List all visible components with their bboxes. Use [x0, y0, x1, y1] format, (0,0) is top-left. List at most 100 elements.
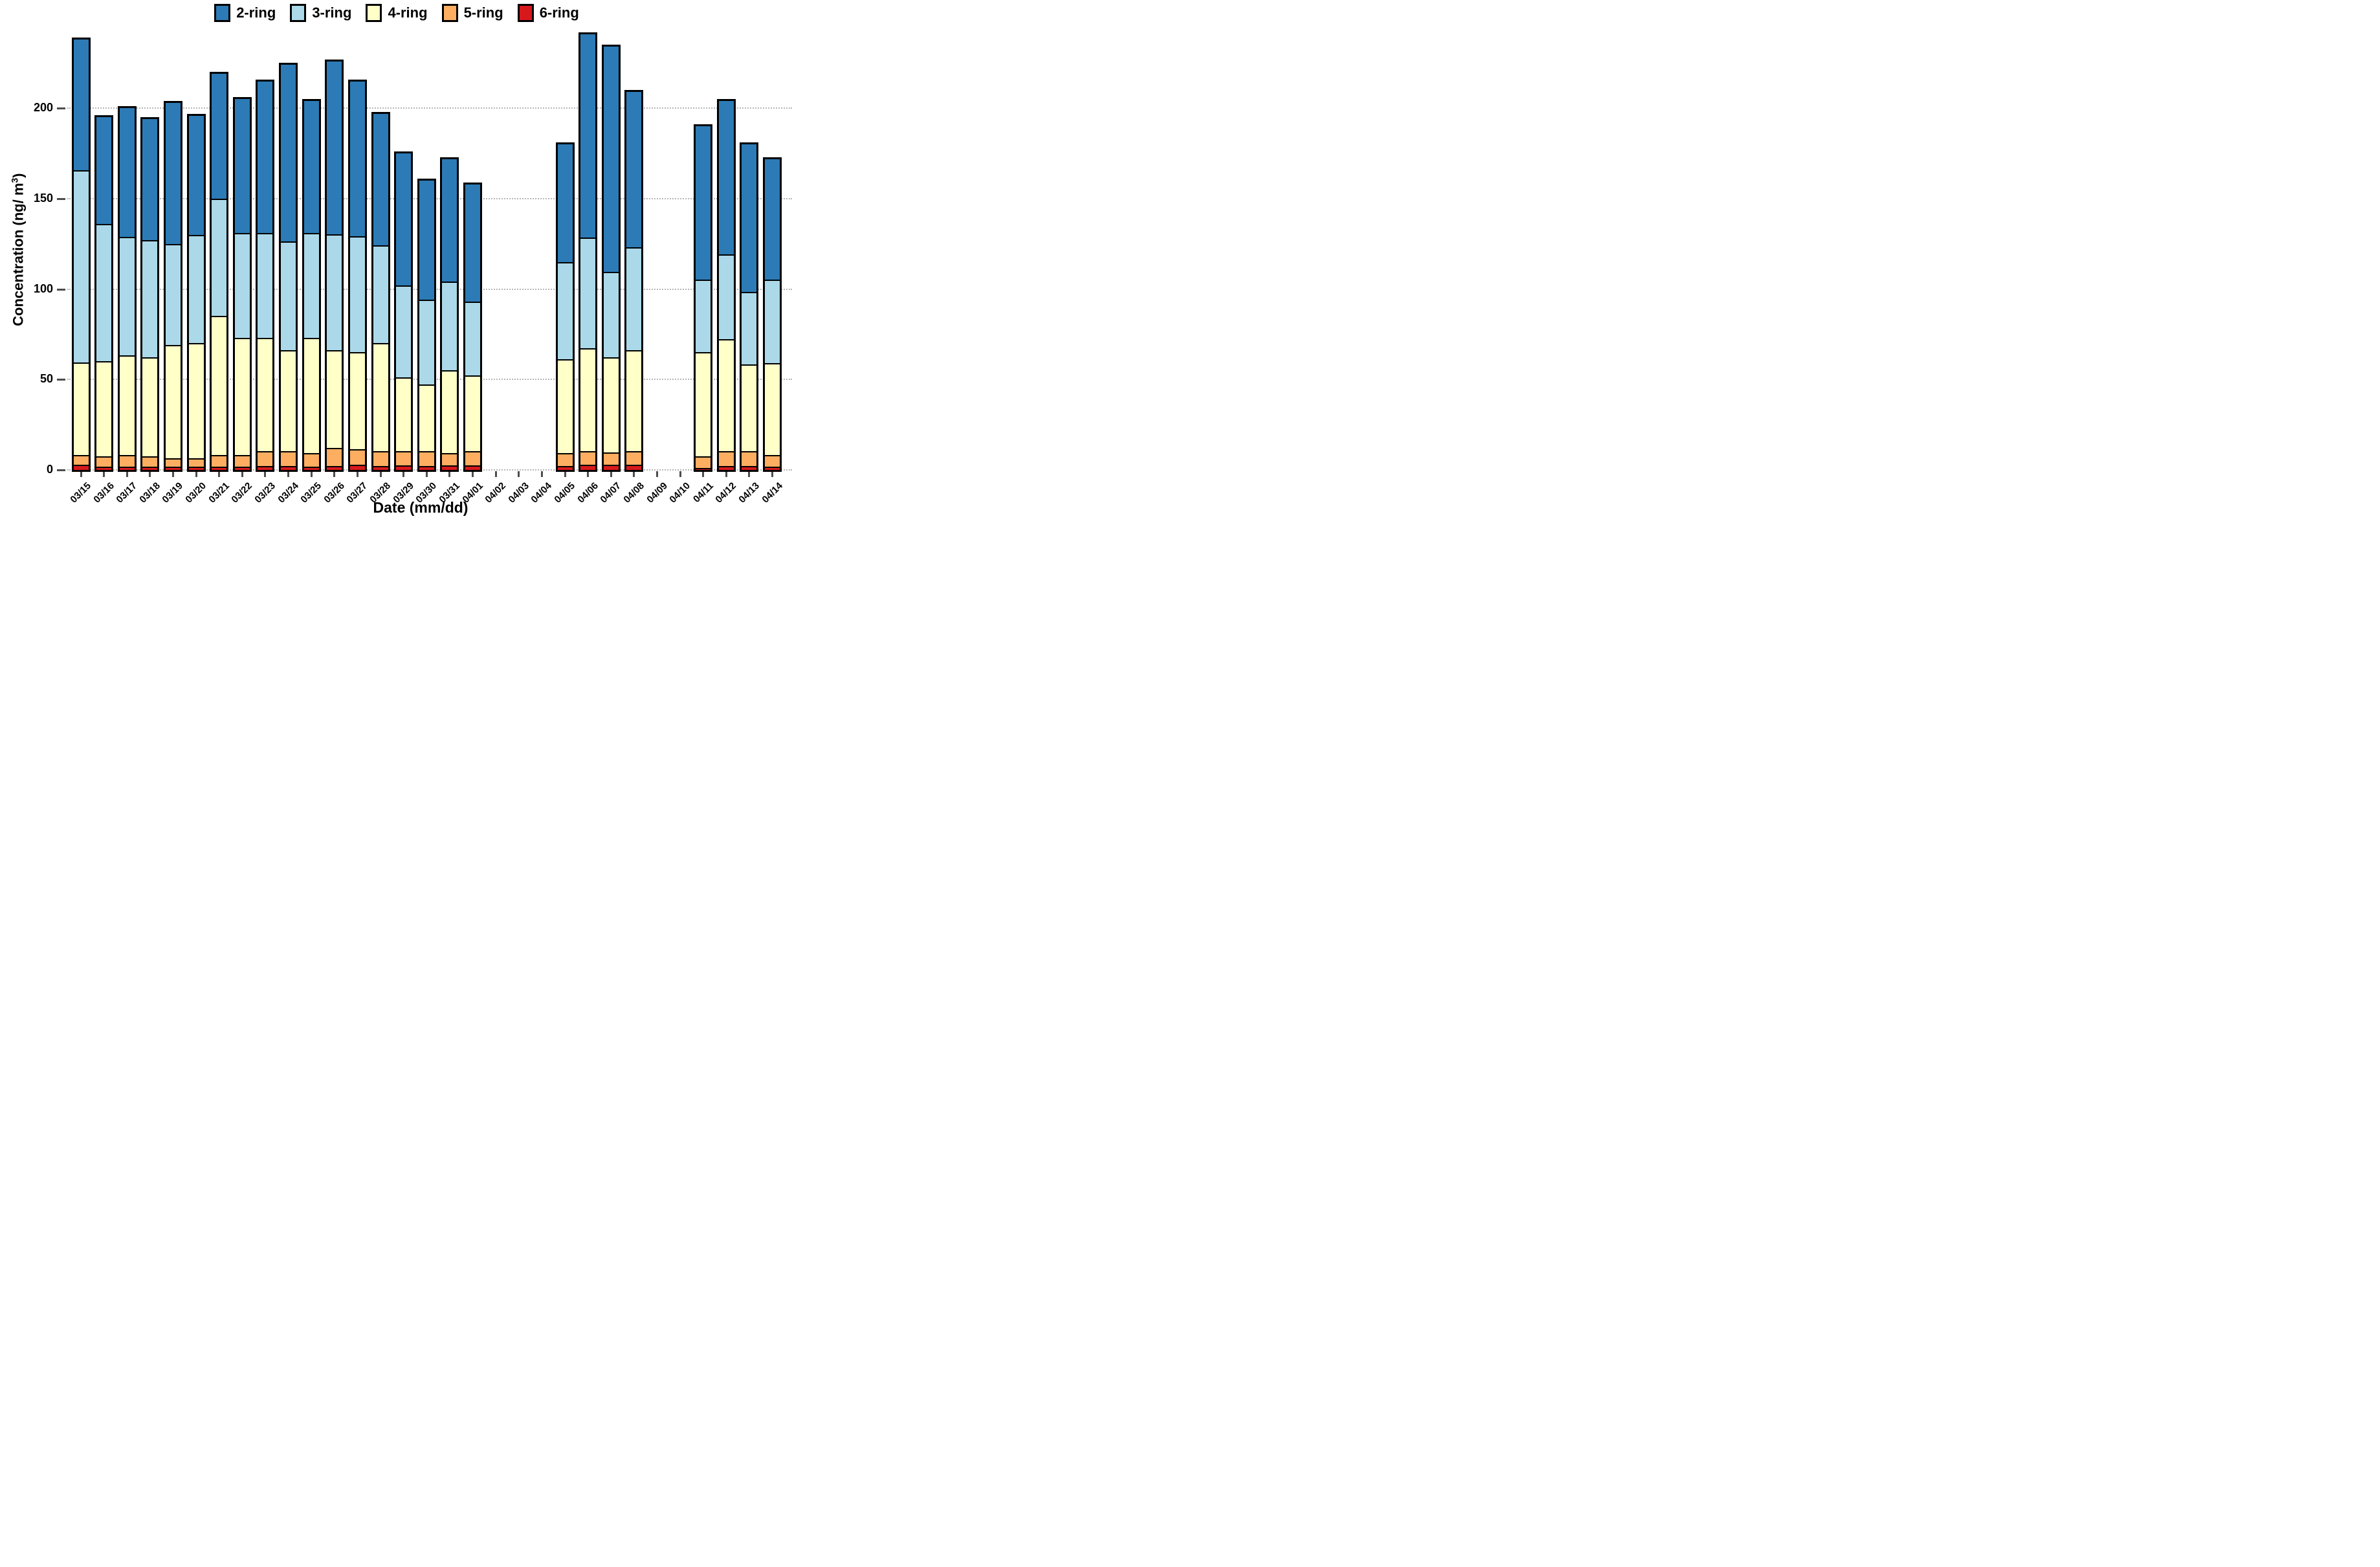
x-axis-tick: [356, 471, 358, 477]
bar-03-21: [210, 72, 229, 472]
legend-label: 6-ring: [539, 5, 579, 21]
segment-6-ring-03-25: [303, 467, 319, 470]
segment-5-ring-03-15: [73, 454, 89, 465]
bar-04-12: [716, 99, 736, 472]
x-axis-tick: [218, 471, 221, 477]
segment-3-ring-03-25: [303, 233, 319, 338]
x-tick-label: 04/14: [760, 480, 785, 506]
x-axis-tick: [80, 471, 82, 477]
bar-03-17: [117, 106, 137, 472]
segment-2-ring-04-13: [742, 144, 757, 293]
segment-4-ring-03-31: [442, 370, 457, 454]
x-axis-tick: [333, 471, 336, 477]
segment-4-ring-03-22: [234, 337, 250, 455]
segment-5-ring-04-06: [580, 451, 596, 465]
x-axis-title: Date (mm/dd): [373, 499, 468, 516]
segment-5-ring-03-29: [396, 451, 412, 465]
segment-4-ring-04-05: [557, 359, 573, 453]
segment-2-ring-04-06: [580, 34, 596, 238]
segment-6-ring-03-17: [119, 467, 135, 470]
y-axis-tick: [57, 198, 65, 201]
x-tick-label: 03/16: [91, 480, 116, 506]
segment-6-ring-04-06: [580, 465, 596, 470]
segment-6-ring-03-19: [165, 467, 181, 470]
segment-4-ring-03-25: [303, 337, 319, 453]
segment-2-ring-03-23: [258, 81, 273, 233]
segment-6-ring-03-20: [188, 467, 204, 470]
segment-6-ring-04-11: [696, 467, 711, 470]
legend-item-5-ring: 5-ring: [441, 4, 503, 22]
segment-5-ring-04-14: [765, 454, 780, 467]
x-tick-label: 04/11: [690, 480, 716, 505]
y-axis-title-text: Concentration (ng/ m: [10, 183, 27, 326]
segment-2-ring-04-11: [696, 126, 711, 280]
segment-5-ring-03-31: [442, 453, 457, 465]
legend-item-6-ring: 6-ring: [517, 4, 579, 22]
segment-3-ring-04-12: [718, 254, 734, 340]
segment-4-ring-04-06: [580, 348, 596, 452]
bar-03-20: [186, 113, 206, 472]
segment-2-ring-03-29: [396, 153, 412, 285]
bar-04-05: [555, 142, 575, 472]
segment-6-ring-03-29: [396, 465, 412, 470]
segment-3-ring-03-28: [373, 245, 388, 344]
y-axis-tick: [57, 107, 65, 110]
segment-2-ring-03-30: [419, 181, 434, 300]
segment-5-ring-03-20: [188, 458, 204, 467]
segment-3-ring-04-14: [765, 280, 780, 363]
bar-03-26: [325, 59, 344, 472]
segment-6-ring-04-13: [742, 465, 757, 470]
segment-5-ring-03-25: [303, 452, 319, 467]
x-axis-tick: [656, 471, 658, 477]
stacked-bar-chart: 2-ring 3-ring 4-ring 5-ring 6-ring 0 50 100 150…: [0, 0, 793, 522]
x-tick-label: 04/10: [667, 480, 693, 506]
x-tick-label: 04/12: [713, 480, 739, 506]
bar-04-01: [463, 182, 483, 472]
segment-3-ring-03-29: [396, 285, 412, 377]
segment-5-ring-04-13: [742, 451, 757, 466]
bar-03-22: [232, 97, 252, 472]
bar-03-15: [71, 38, 91, 472]
x-tick-label: 03/17: [114, 480, 140, 506]
x-axis-tick: [126, 471, 128, 477]
bar-04-13: [740, 142, 759, 472]
x-axis-tick: [310, 471, 313, 477]
segment-4-ring-04-12: [718, 339, 734, 452]
segment-3-ring-03-15: [73, 170, 89, 362]
segment-5-ring-04-11: [696, 456, 711, 468]
segment-2-ring-03-25: [303, 101, 319, 233]
segment-2-ring-03-28: [373, 113, 388, 246]
x-axis-tick: [425, 471, 428, 477]
x-axis-tick: [379, 471, 382, 477]
bar-03-23: [256, 79, 275, 472]
segment-6-ring-04-14: [765, 467, 780, 470]
bar-03-19: [163, 101, 182, 472]
x-tick-label: 04/09: [644, 480, 670, 506]
bar-03-29: [394, 151, 413, 472]
segment-6-ring-04-05: [557, 465, 573, 470]
y-tick-label: 100: [33, 282, 53, 295]
bar-03-25: [302, 99, 321, 472]
segment-3-ring-03-24: [281, 241, 296, 350]
segment-3-ring-03-22: [234, 232, 250, 338]
segment-4-ring-03-19: [165, 344, 181, 459]
segment-3-ring-03-20: [188, 234, 204, 344]
x-axis-tick: [472, 471, 474, 477]
bar-03-28: [371, 111, 390, 472]
segment-5-ring-03-24: [281, 451, 296, 466]
y-tick-label: 50: [39, 372, 53, 386]
legend-item-4-ring: 4-ring: [366, 4, 428, 22]
segment-4-ring-03-15: [73, 362, 89, 455]
x-axis-tick: [103, 471, 105, 477]
bar-03-30: [417, 179, 436, 472]
segment-3-ring-04-07: [603, 272, 619, 357]
segment-5-ring-04-01: [465, 451, 481, 465]
segment-4-ring-04-13: [742, 364, 757, 452]
segment-2-ring-04-07: [603, 47, 619, 272]
segment-4-ring-04-08: [626, 350, 642, 452]
segment-6-ring-03-30: [419, 465, 434, 470]
y-axis-tick: [57, 379, 65, 381]
x-tick-label: 04/08: [621, 480, 646, 506]
bar-03-31: [440, 157, 459, 472]
x-axis-tick: [171, 471, 174, 477]
